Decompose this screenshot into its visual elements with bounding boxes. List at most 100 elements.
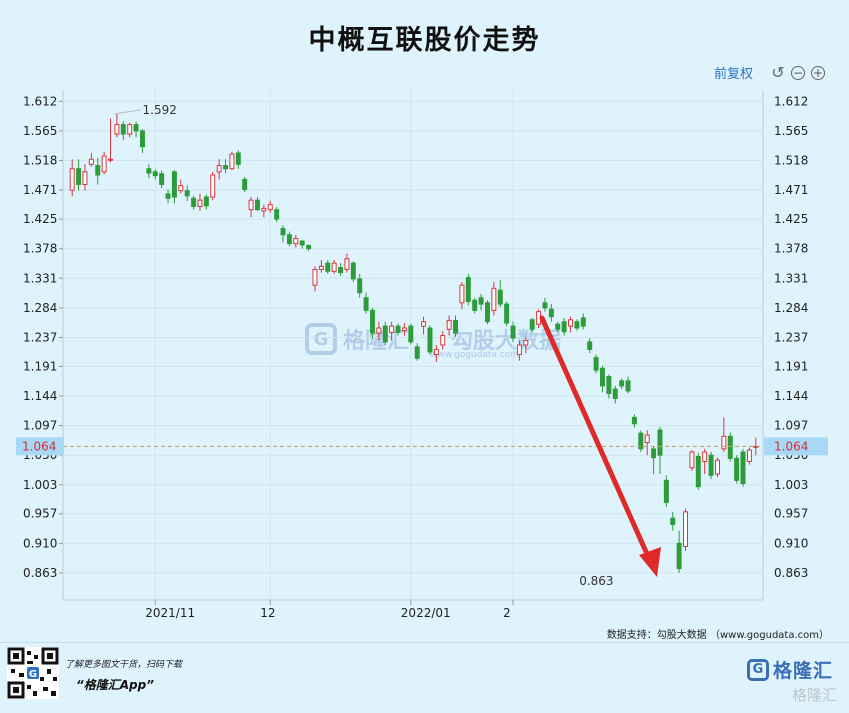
candle-body [568,319,574,327]
y-tick-label-left: 1.284 [23,301,57,315]
candle-body [574,321,580,329]
y-tick-label-right: 1.144 [774,389,808,403]
candle-body [338,267,344,274]
candle-body [599,367,605,387]
y-tick-label-right: 1.378 [774,242,808,256]
current-price-left: 1.064 [22,439,56,453]
candle-body [395,325,401,333]
y-tick-label-left: 0.957 [23,507,57,521]
candle-body [312,268,318,286]
candle-body [504,303,510,324]
y-tick-label-right: 1.097 [774,419,808,433]
candle-body [331,262,337,272]
candle-body [478,297,484,305]
trend-arrow-head [639,547,661,577]
candle-body [421,321,427,327]
y-tick-label-left: 1.237 [23,330,57,344]
candle-body [593,357,599,371]
candle-body [235,152,241,165]
candle-body [293,238,299,245]
candle-body [676,542,682,570]
candle-body [363,297,369,311]
candle-body [708,454,714,476]
candle-body [133,124,139,132]
candle-body [223,165,229,170]
svg-text:G: G [29,669,37,680]
candle-body [280,228,286,236]
y-tick-label-right: 1.191 [774,359,808,373]
y-tick-label-right: 0.957 [774,507,808,521]
candle-body [683,511,689,547]
annotations: 1.064 1.064 1.592 0.863 [16,103,828,588]
brand: G 格隆汇 [746,656,833,683]
undo-icon[interactable]: ↺ [771,62,785,82]
candle-body [631,416,637,425]
high-annotation: 1.592 [143,103,177,117]
candle-body [69,168,75,191]
candle-body [369,309,375,334]
current-price-right: 1.064 [774,439,808,453]
candle-body [389,325,395,333]
y-tick-label-right: 1.237 [774,330,808,344]
candle-body [702,451,708,462]
candle-body [318,265,324,270]
candle-body [542,302,548,309]
footer-promo-text: 了解更多图文干货，扫码下载 [65,660,183,670]
candle-body [491,287,497,311]
candle-body [414,346,420,359]
price-adjust-link[interactable]: 前复权 [713,67,753,82]
candle-body [440,335,446,346]
plus-circle-icon[interactable]: + [811,65,825,80]
candle-body [382,325,388,343]
y-tick-label-right: 1.331 [774,271,808,285]
watermark-url: www.gogudata.com [430,350,520,360]
trend-arrow-shaft [539,315,654,566]
candle-body [76,168,82,185]
brand-logo-icon: G [746,658,769,681]
y-tick-label-right: 0.863 [774,566,808,580]
candle-body [114,124,120,135]
candle-body [453,319,459,334]
candle-body [306,245,312,250]
candle-body [459,284,465,304]
current-price-badge-left [16,437,64,456]
y-tick-label-left: 1.097 [23,419,57,433]
qr-code-icon[interactable]: G [7,647,59,699]
candle-body [548,308,554,318]
candle-body [606,375,612,394]
candle-body [159,173,165,185]
candle-body [191,197,197,207]
candle-body [184,190,190,197]
candle-body [248,199,254,211]
candle-body [638,432,644,450]
candle-body [612,388,618,400]
y-tick-label-left: 1.191 [23,359,57,373]
candle-body [286,234,292,245]
x-tick-label: 12 [260,606,275,620]
minus-circle-icon[interactable]: − [791,65,805,80]
chart-title: 中概互联股价走势 [308,25,541,56]
candle-body [197,199,203,207]
candle-body [325,262,331,272]
candle-body [408,325,414,343]
candle-body [695,455,701,488]
candle-body [299,240,305,246]
candle-body [746,449,752,462]
footer-app-name: “格隆汇App” [76,678,154,692]
candle-body [516,344,522,355]
candles [69,113,759,573]
y-tick-label-left: 1.518 [23,154,57,168]
candle-body [472,299,478,311]
candle-body [108,158,114,161]
candle-body [625,380,631,392]
candle-body [146,168,152,174]
y-tick-label-left: 1.565 [23,124,57,138]
x-tick-label: 2 [503,606,511,620]
x-axis: 2021/11 12 2022/01 2 [145,606,510,620]
y-tick-label-right: 1.565 [774,124,808,138]
candle-body [510,325,516,339]
y-tick-label-right: 1.471 [774,183,808,197]
corner-watermark: 格隆汇 [791,686,837,704]
y-tick-label-left: 1.003 [23,478,57,492]
